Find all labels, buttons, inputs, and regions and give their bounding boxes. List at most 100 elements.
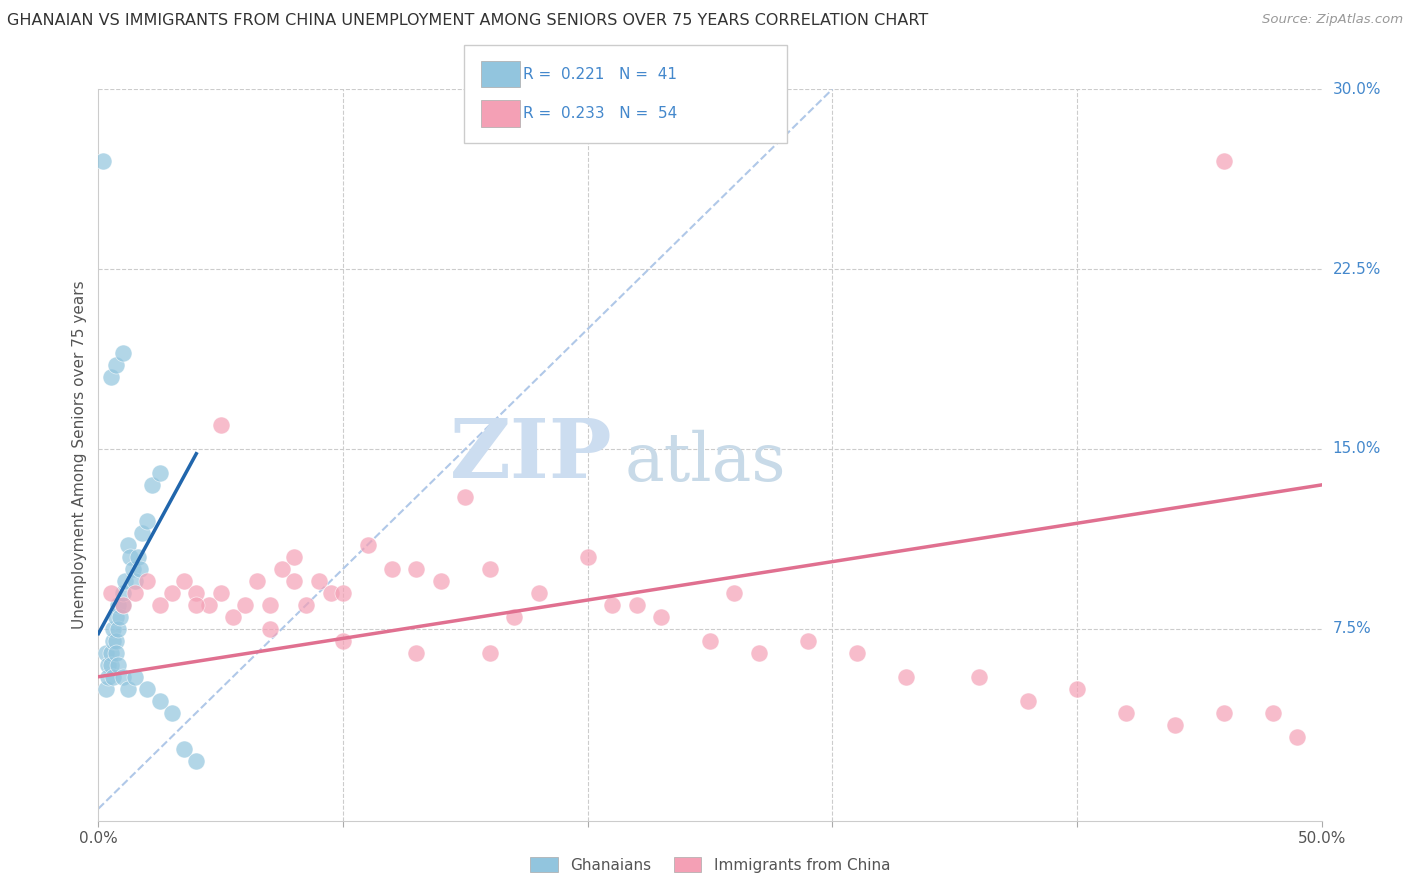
Point [233,598,256,612]
Point [576,549,599,564]
Point [527,586,550,600]
Point [332,633,354,648]
Point [136,574,159,588]
Point [91,154,114,169]
Point [111,598,134,612]
Point [222,609,245,624]
Point [127,549,149,564]
Point [259,622,281,636]
Point [246,574,269,588]
Point [356,538,378,552]
Point [149,598,172,612]
Point [270,562,294,576]
Point [100,370,122,384]
Point [111,346,134,360]
Point [1164,717,1187,731]
Point [478,562,501,576]
Point [503,609,526,624]
Point [107,598,129,612]
Point [160,706,183,720]
Point [308,574,330,588]
Text: 22.5%: 22.5% [1333,261,1381,277]
Point [699,633,721,648]
Text: 30.0%: 30.0% [1333,82,1381,96]
Point [104,358,127,372]
Point [173,741,195,756]
Point [283,574,305,588]
Point [129,562,152,576]
Point [94,681,117,696]
Point [845,646,868,660]
Point [1066,681,1088,696]
Legend: Ghanaians, Immigrants from China: Ghanaians, Immigrants from China [524,851,896,879]
Text: R =  0.221   N =  41: R = 0.221 N = 41 [523,67,678,81]
Point [110,609,132,624]
Text: 15.0%: 15.0% [1333,442,1381,457]
Text: R =  0.233   N =  54: R = 0.233 N = 54 [523,106,678,120]
Point [104,609,127,624]
Point [101,670,124,684]
Text: 7.5%: 7.5% [1333,622,1371,636]
Point [100,657,122,672]
Point [1212,706,1234,720]
Point [797,633,820,648]
Point [894,670,917,684]
Point [111,598,134,612]
Point [101,633,124,648]
Point [478,646,501,660]
Point [283,549,305,564]
Point [136,514,159,528]
Point [111,670,134,684]
Point [97,670,120,684]
Text: ZIP: ZIP [450,415,612,495]
Point [650,609,672,624]
Point [381,562,404,576]
Point [748,646,770,660]
Point [209,586,232,600]
Point [967,670,990,684]
Y-axis label: Unemployment Among Seniors over 75 years: Unemployment Among Seniors over 75 years [72,281,87,629]
Point [101,622,124,636]
Point [723,586,745,600]
Point [209,417,232,432]
Point [186,754,208,768]
Point [149,694,172,708]
Point [136,681,159,696]
Point [104,646,127,660]
Point [600,598,623,612]
Point [430,574,453,588]
Point [1261,706,1284,720]
Point [120,549,142,564]
Point [295,598,318,612]
Point [626,598,648,612]
Text: atlas: atlas [624,430,786,495]
Point [117,538,139,552]
Point [186,598,208,612]
Point [121,562,143,576]
Point [454,490,477,504]
Point [1017,694,1039,708]
Point [141,478,163,492]
Point [117,681,139,696]
Point [124,574,146,588]
Text: GHANAIAN VS IMMIGRANTS FROM CHINA UNEMPLOYMENT AMONG SENIORS OVER 75 YEARS CORRE: GHANAIAN VS IMMIGRANTS FROM CHINA UNEMPL… [7,13,928,29]
Point [259,598,281,612]
Point [107,622,129,636]
Point [124,586,146,600]
Point [131,525,153,540]
Point [107,657,129,672]
Point [94,646,117,660]
Point [104,633,127,648]
Text: Source: ZipAtlas.com: Source: ZipAtlas.com [1263,13,1403,27]
Point [197,598,219,612]
Point [405,646,427,660]
Point [114,574,136,588]
Point [124,670,146,684]
Point [1115,706,1137,720]
Point [332,586,354,600]
Point [405,562,427,576]
Point [100,646,122,660]
Point [186,586,208,600]
Point [319,586,342,600]
Point [1286,730,1309,744]
